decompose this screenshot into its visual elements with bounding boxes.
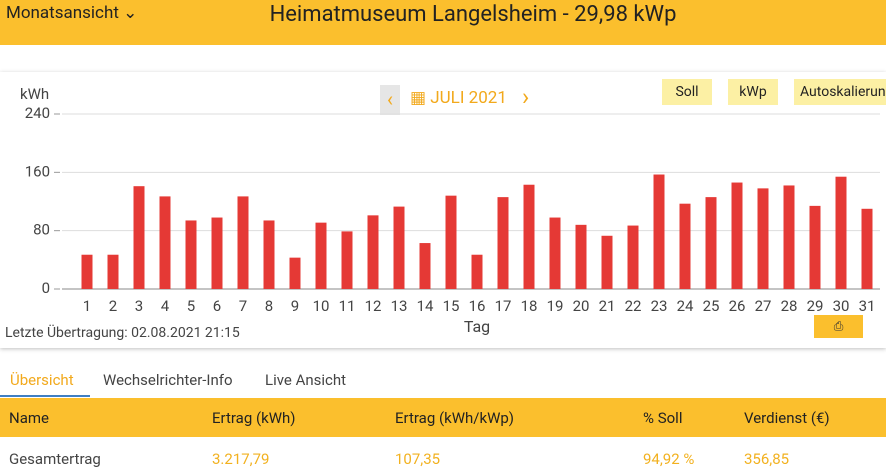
x-tick-label: 12 (365, 297, 382, 315)
status: Letzte Übertragung: 02.08.2021 21:15 (5, 325, 240, 341)
bar (445, 195, 457, 289)
bar (133, 186, 145, 289)
bar (731, 182, 743, 289)
bar (835, 176, 847, 289)
export-button[interactable]: ⎙ (814, 315, 863, 338)
td: 94,92 % (643, 450, 695, 468)
x-tick-label: 23 (651, 297, 668, 315)
bar (471, 254, 483, 289)
month-label[interactable]: ▦ JULI 2021 (410, 88, 507, 108)
bar (705, 197, 717, 289)
bar (653, 174, 665, 289)
td: 3.217,79 (212, 450, 270, 468)
tab-underline (0, 395, 90, 397)
bar (367, 215, 379, 289)
view-menu-label[interactable]: Monatsansicht (6, 3, 119, 23)
y-axis-title: kWh (20, 85, 49, 103)
x-tick-label: 24 (677, 297, 694, 315)
x-tick-label: 8 (265, 297, 273, 315)
bar (575, 224, 587, 289)
x-tick-label: 14 (417, 297, 434, 315)
th: Ertrag (kWh) (212, 409, 296, 427)
x-axis-title: Tag (464, 317, 490, 336)
tab[interactable]: Live Ansicht (265, 371, 347, 389)
bar (497, 197, 509, 289)
x-tick-label: 16 (469, 297, 486, 315)
next-month[interactable]: › (522, 83, 530, 111)
prev-month[interactable]: ‹ (380, 85, 400, 115)
x-tick-label: 11 (339, 297, 356, 315)
x-tick-label: 9 (291, 297, 299, 315)
th: Ertrag (kWh/kWp) (395, 409, 515, 427)
x-tick-label: 15 (443, 297, 460, 315)
bar (809, 205, 821, 289)
title: Heimatmuseum Langelsheim - 29,98 kWp (269, 2, 677, 27)
th: Name (9, 409, 49, 427)
bar (237, 196, 249, 289)
bar (861, 208, 873, 289)
x-tick-label: 17 (495, 297, 512, 315)
x-tick-label: 7 (239, 297, 247, 315)
view-menu[interactable]: Monatsansicht ⌄ (6, 3, 138, 23)
x-tick-label: 29 (807, 297, 824, 315)
bar (107, 254, 119, 289)
x-tick-label: 31 (859, 297, 876, 315)
x-tick-label: 20 (573, 297, 590, 315)
table-header (0, 398, 886, 437)
th: % Soll (643, 409, 683, 427)
bar (679, 203, 691, 289)
header (0, 0, 886, 45)
soll-button[interactable]: Soll (662, 79, 712, 105)
x-tick-label: 10 (313, 297, 330, 315)
x-tick-label: 3 (135, 297, 143, 315)
bar (289, 257, 301, 289)
x-tick-label: 21 (599, 297, 616, 315)
bar (211, 217, 223, 289)
tab[interactable]: Wechselrichter-Info (103, 371, 233, 389)
x-tick-label: 1 (83, 297, 91, 315)
td: Gesamtertrag (9, 450, 101, 468)
bar (263, 220, 275, 289)
bar (393, 206, 405, 289)
bar (757, 188, 769, 289)
x-tick-label: 28 (781, 297, 798, 315)
bar (601, 235, 613, 289)
autoscale-button[interactable]: Autoskalierung (794, 79, 886, 105)
tab-active[interactable]: Übersicht (10, 371, 74, 389)
x-tick-label: 22 (625, 297, 642, 315)
x-tick-label: 18 (521, 297, 538, 315)
x-tick-label: 13 (391, 297, 408, 315)
month-text[interactable]: JULI 2021 (430, 88, 507, 108)
bar (419, 243, 431, 289)
x-tick-label: 5 (187, 297, 195, 315)
bar (341, 231, 353, 289)
x-tick-label: 6 (213, 297, 221, 315)
bar (185, 220, 197, 289)
th: Verdienst (€) (744, 409, 830, 427)
bar (159, 196, 171, 289)
x-tick-label: 27 (755, 297, 772, 315)
x-tick-label: 26 (729, 297, 746, 315)
x-tick-label: 4 (161, 297, 170, 315)
bar (549, 217, 561, 289)
bar (81, 254, 93, 289)
y-tick-label: 0 (42, 279, 50, 297)
td: 107,35 (395, 450, 441, 468)
bar (783, 185, 795, 289)
x-tick-label: 2 (109, 297, 117, 315)
y-tick-label: 160 (25, 162, 50, 180)
bar (523, 184, 535, 289)
bar (315, 222, 327, 289)
td: 356,85 (744, 450, 790, 468)
y-tick-label: 80 (33, 221, 50, 239)
y-tick-label: 240 (25, 104, 50, 122)
x-tick-label: 30 (833, 297, 850, 315)
bar (627, 225, 639, 289)
x-tick-label: 25 (703, 297, 720, 315)
x-tick-label: 19 (547, 297, 564, 315)
kwp-button[interactable]: kWp (728, 79, 778, 105)
